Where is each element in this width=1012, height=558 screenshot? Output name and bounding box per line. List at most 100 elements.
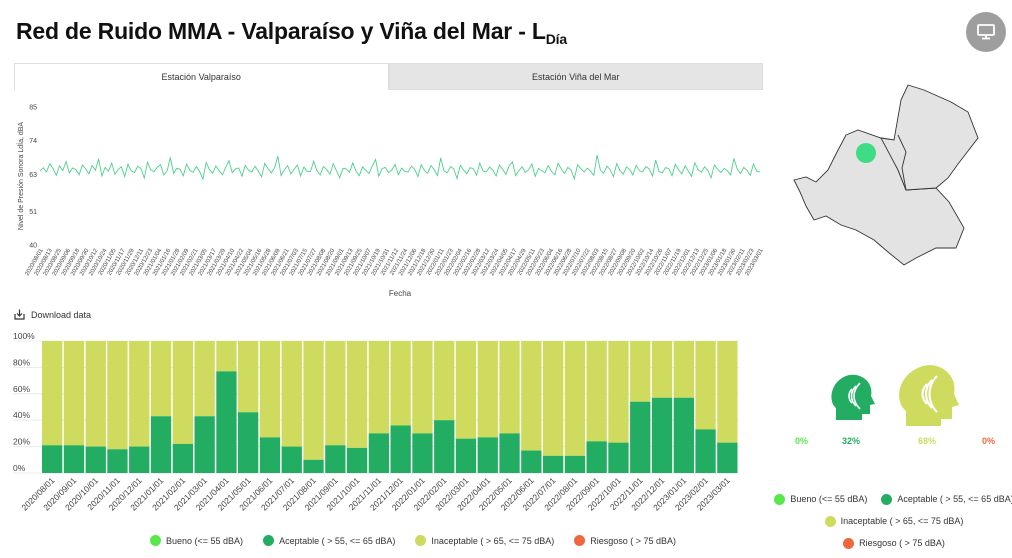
bar-inaceptable-24[interactable] bbox=[564, 341, 586, 456]
bar-inaceptable-3[interactable] bbox=[107, 341, 128, 450]
bar-inaceptable-5[interactable] bbox=[150, 341, 172, 417]
bar-inaceptable-9[interactable] bbox=[238, 341, 259, 413]
pct-bueno: 0% bbox=[795, 436, 809, 446]
bar-inaceptable-2[interactable] bbox=[85, 341, 106, 447]
legend-item-bueno[interactable]: Bueno (<= 55 dBA) bbox=[150, 535, 243, 546]
bar-inaceptable-31[interactable] bbox=[717, 341, 738, 443]
bar-aceptable-6[interactable] bbox=[172, 443, 193, 473]
bar-aceptable-29[interactable] bbox=[673, 397, 694, 473]
bar-aceptable-11[interactable] bbox=[281, 446, 302, 473]
bar-aceptable-21[interactable] bbox=[499, 433, 520, 473]
bar-aceptable-14[interactable] bbox=[346, 447, 368, 473]
bar-aceptable-4[interactable] bbox=[129, 446, 150, 473]
bar-inaceptable-10[interactable] bbox=[259, 341, 281, 438]
bar-inaceptable-18[interactable] bbox=[434, 341, 455, 421]
ts-y-tick-label-3: 74 bbox=[29, 138, 37, 145]
station-marker[interactable] bbox=[856, 143, 876, 163]
bar-aceptable-30[interactable] bbox=[695, 429, 716, 473]
summary-label-aceptable: Aceptable ( > 55, <= 65 dBA) bbox=[897, 494, 1012, 504]
bar-inaceptable-11[interactable] bbox=[281, 341, 302, 447]
monitor-icon bbox=[977, 24, 995, 40]
bar-aceptable-26[interactable] bbox=[608, 442, 629, 473]
bar-inaceptable-19[interactable] bbox=[455, 341, 477, 439]
bar-y-tick-label-0: 0% bbox=[13, 463, 26, 473]
head-icon-inaceptable bbox=[899, 365, 959, 426]
bar-aceptable-15[interactable] bbox=[368, 433, 389, 473]
bar-aceptable-9[interactable] bbox=[238, 412, 259, 473]
bar-inaceptable-12[interactable] bbox=[303, 341, 324, 460]
bar-aceptable-23[interactable] bbox=[543, 455, 564, 473]
bar-aceptable-12[interactable] bbox=[303, 459, 324, 473]
bar-inaceptable-30[interactable] bbox=[695, 341, 716, 430]
bar-aceptable-8[interactable] bbox=[216, 371, 237, 473]
summary-swatch-riesgoso bbox=[843, 537, 855, 549]
legend-item-riesgoso[interactable]: Riesgoso ( > 75 dBA) bbox=[574, 535, 676, 546]
summary-swatch-aceptable bbox=[881, 493, 893, 505]
summary-heads bbox=[831, 365, 959, 426]
legend-item-aceptable[interactable]: Aceptable ( > 55, <= 65 dBA) bbox=[263, 535, 395, 546]
bar-aceptable-1[interactable] bbox=[63, 445, 85, 473]
bar-aceptable-17[interactable] bbox=[412, 433, 433, 473]
ts-x-axis-label: Fecha bbox=[389, 289, 412, 298]
bar-aceptable-24[interactable] bbox=[564, 455, 586, 473]
bar-inaceptable-4[interactable] bbox=[129, 341, 150, 447]
summary-label-riesgoso: Riesgoso ( > 75 dBA) bbox=[859, 538, 945, 548]
bar-inaceptable-17[interactable] bbox=[412, 341, 433, 434]
summary-label-bueno: Bueno (<= 55 dBA) bbox=[790, 494, 868, 504]
bar-inaceptable-21[interactable] bbox=[499, 341, 520, 434]
fullscreen-button[interactable] bbox=[966, 12, 1006, 52]
tab-estacion-valparaiso[interactable]: Estación Valparaíso bbox=[14, 63, 389, 90]
summary-swatch-bueno bbox=[774, 493, 786, 505]
bar-inaceptable-27[interactable] bbox=[630, 341, 651, 402]
pct-aceptable: 32% bbox=[842, 436, 861, 446]
bar-inaceptable-14[interactable] bbox=[346, 341, 368, 448]
bar-aceptable-10[interactable] bbox=[259, 437, 281, 473]
bar-aceptable-31[interactable] bbox=[717, 442, 738, 473]
bar-inaceptable-7[interactable] bbox=[194, 341, 215, 417]
summary-legend-bueno[interactable]: Bueno (<= 55 dBA) bbox=[774, 493, 868, 505]
bar-inaceptable-15[interactable] bbox=[368, 341, 389, 434]
tab-estacion-vina-del-mar[interactable]: Estación Viña del Mar bbox=[388, 63, 763, 90]
ts-series-line bbox=[39, 155, 761, 181]
summary-legend-riesgoso[interactable]: Riesgoso ( > 75 dBA) bbox=[843, 537, 945, 549]
bar-aceptable-5[interactable] bbox=[150, 416, 172, 473]
bar-aceptable-0[interactable] bbox=[42, 445, 63, 473]
bar-aceptable-20[interactable] bbox=[477, 437, 498, 473]
ts-y-tick-label-1: 51 bbox=[29, 209, 37, 216]
legend-item-inaceptable[interactable]: Inaceptable ( > 65, <= 75 dBA) bbox=[415, 535, 554, 546]
bar-aceptable-3[interactable] bbox=[107, 449, 128, 473]
bar-aceptable-18[interactable] bbox=[434, 420, 455, 473]
summary-legend-row-2: Inaceptable ( > 65, <= 75 dBA) bbox=[778, 510, 1010, 532]
bar-inaceptable-1[interactable] bbox=[63, 341, 85, 446]
ts-y-tick-label-2: 63 bbox=[29, 172, 37, 179]
map-boundary-line bbox=[897, 134, 907, 191]
bar-inaceptable-22[interactable] bbox=[521, 341, 542, 451]
bar-inaceptable-20[interactable] bbox=[477, 341, 498, 438]
bar-aceptable-22[interactable] bbox=[521, 450, 542, 473]
download-data-label: Download data bbox=[31, 309, 92, 320]
bar-inaceptable-26[interactable] bbox=[608, 341, 629, 443]
bar-inaceptable-28[interactable] bbox=[651, 341, 673, 398]
bar-inaceptable-29[interactable] bbox=[673, 341, 694, 398]
legend-swatch-aceptable bbox=[263, 535, 275, 546]
summary-legend-inaceptable[interactable]: Inaceptable ( > 65, <= 75 dBA) bbox=[824, 515, 964, 527]
bar-inaceptable-8[interactable] bbox=[216, 341, 237, 372]
bar-aceptable-16[interactable] bbox=[390, 425, 411, 473]
bar-inaceptable-16[interactable] bbox=[390, 341, 411, 426]
summary-legend-aceptable[interactable]: Aceptable ( > 55, <= 65 dBA) bbox=[881, 493, 1012, 505]
bar-aceptable-7[interactable] bbox=[194, 416, 215, 473]
bar-inaceptable-6[interactable] bbox=[172, 341, 193, 444]
bar-aceptable-13[interactable] bbox=[325, 445, 346, 473]
legend-label-bueno: Bueno (<= 55 dBA) bbox=[166, 535, 244, 546]
download-data-button[interactable]: Download data bbox=[14, 309, 91, 320]
bar-aceptable-2[interactable] bbox=[85, 446, 106, 473]
bar-inaceptable-25[interactable] bbox=[586, 341, 607, 442]
summary-label-inaceptable: Inaceptable ( > 65, <= 75 dBA) bbox=[840, 516, 964, 526]
bar-aceptable-28[interactable] bbox=[651, 397, 673, 473]
bar-aceptable-27[interactable] bbox=[630, 401, 651, 473]
bar-inaceptable-13[interactable] bbox=[325, 341, 346, 446]
bar-aceptable-25[interactable] bbox=[586, 441, 607, 473]
bar-inaceptable-23[interactable] bbox=[543, 341, 564, 456]
bar-aceptable-19[interactable] bbox=[455, 438, 477, 473]
bar-inaceptable-0[interactable] bbox=[42, 341, 63, 446]
